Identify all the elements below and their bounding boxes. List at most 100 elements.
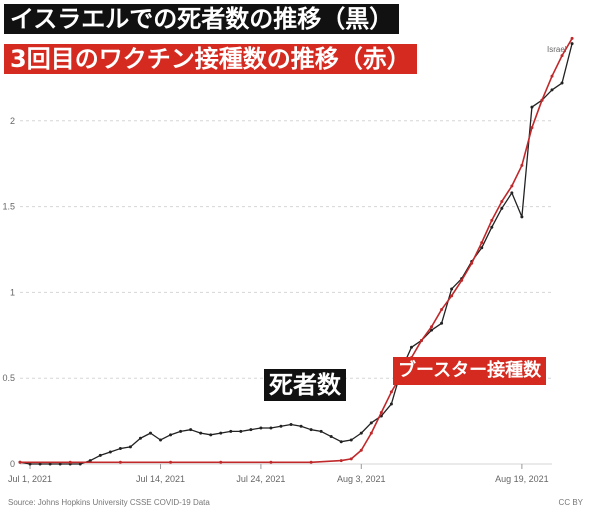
deaths-data-point bbox=[409, 345, 413, 349]
booster-data-point bbox=[269, 460, 273, 464]
booster-data-point bbox=[169, 460, 173, 464]
deaths-data-point bbox=[289, 423, 293, 427]
deaths-data-point bbox=[148, 431, 152, 435]
license-note: CC BY bbox=[558, 498, 583, 507]
data-source-note: Source: Johns Hopkins University CSSE CO… bbox=[8, 498, 210, 507]
y-tick-label: 1 bbox=[10, 287, 15, 297]
x-tick-label: Jul 1, 2021 bbox=[8, 474, 52, 484]
deaths-data-point bbox=[199, 431, 203, 435]
booster-data-point bbox=[369, 431, 373, 435]
y-tick-label: 1.5 bbox=[2, 202, 15, 212]
y-tick-label: 0.5 bbox=[2, 373, 15, 383]
y-tick-label: 0 bbox=[10, 459, 15, 469]
deaths-data-point bbox=[329, 435, 333, 439]
booster-data-point bbox=[68, 460, 72, 464]
booster-data-point bbox=[359, 448, 363, 452]
booster-data-point bbox=[510, 184, 514, 188]
deaths-data-point bbox=[349, 438, 353, 442]
deaths-data-point bbox=[219, 431, 223, 435]
deaths-data-point bbox=[229, 429, 233, 433]
booster-data-point bbox=[309, 460, 313, 464]
deaths-data-point bbox=[339, 440, 343, 444]
deaths-data-point bbox=[118, 447, 122, 451]
deaths-data-point bbox=[389, 402, 393, 406]
deaths-data-point bbox=[520, 215, 524, 219]
deaths-data-point bbox=[28, 462, 32, 466]
grid-lines bbox=[20, 120, 552, 465]
series-lines bbox=[18, 36, 574, 466]
deaths-data-point bbox=[309, 428, 313, 432]
deaths-data-point bbox=[88, 459, 92, 463]
x-tick-label: Jul 24, 2021 bbox=[236, 474, 285, 484]
deaths-data-point bbox=[369, 421, 373, 425]
deaths-data-point bbox=[319, 429, 323, 433]
deaths-data-point bbox=[500, 206, 504, 210]
deaths-data-point bbox=[550, 88, 554, 92]
booster-data-point bbox=[480, 241, 484, 245]
deaths-data-point bbox=[490, 225, 494, 229]
booster-data-point bbox=[550, 74, 554, 78]
deaths-data-point bbox=[249, 428, 253, 432]
booster-data-point bbox=[570, 36, 574, 40]
booster-data-point bbox=[118, 460, 122, 464]
booster-data-point bbox=[450, 294, 454, 298]
deaths-data-point bbox=[450, 287, 454, 291]
booster-data-point bbox=[560, 54, 564, 58]
deaths-data-point bbox=[570, 42, 574, 46]
deaths-data-point bbox=[108, 450, 112, 454]
deaths-data-point bbox=[480, 246, 484, 250]
booster-data-point bbox=[470, 261, 474, 265]
deaths-data-point bbox=[430, 328, 434, 332]
booster-data-point bbox=[420, 338, 424, 342]
booster-data-point bbox=[349, 457, 353, 461]
deaths-data-point bbox=[48, 462, 52, 466]
deaths-data-point bbox=[58, 462, 62, 466]
deaths-data-point bbox=[189, 428, 193, 432]
deaths-data-point bbox=[530, 105, 534, 109]
booster-data-point bbox=[490, 218, 494, 222]
deaths-data-point bbox=[159, 438, 163, 442]
deaths-data-point bbox=[510, 191, 514, 195]
deaths-data-point bbox=[98, 453, 102, 457]
y-tick-label: 2 bbox=[10, 116, 15, 126]
booster-data-point bbox=[460, 278, 464, 282]
booster-data-point bbox=[18, 460, 22, 464]
booster-data-point bbox=[440, 308, 444, 312]
booster-data-point bbox=[540, 98, 544, 102]
deaths-data-point bbox=[239, 429, 243, 433]
y-axis-ticks: 0 0.5 1 1.5 2 bbox=[2, 116, 15, 469]
deaths-data-point bbox=[179, 429, 183, 433]
booster-title-banner: 3回目のワクチン接種数の推移（赤） bbox=[4, 44, 417, 74]
booster-series-label: ブースター接種数 bbox=[393, 357, 547, 385]
x-tick-label: Aug 3, 2021 bbox=[337, 474, 386, 484]
deaths-data-point bbox=[269, 426, 273, 430]
booster-data-point bbox=[379, 411, 383, 415]
booster-data-point bbox=[339, 459, 343, 463]
booster-data-point bbox=[389, 390, 393, 394]
booster-data-point bbox=[500, 199, 504, 203]
deaths-data-point bbox=[359, 431, 363, 435]
series-label-israel: Israel bbox=[547, 45, 567, 54]
deaths-data-point bbox=[259, 426, 263, 430]
booster-data-point bbox=[219, 460, 223, 464]
deaths-title-banner: イスラエルでの死者数の推移（黒） bbox=[4, 4, 400, 34]
deaths-data-point bbox=[78, 462, 82, 466]
deaths-data-point bbox=[560, 81, 564, 85]
deaths-data-point bbox=[128, 445, 132, 449]
deaths-data-point bbox=[279, 424, 283, 428]
deaths-data-point bbox=[38, 462, 42, 466]
deaths-data-point bbox=[209, 433, 213, 437]
deaths-series-line bbox=[19, 43, 573, 465]
deaths-series-label: 死者数 bbox=[264, 369, 346, 401]
booster-data-point bbox=[520, 163, 524, 167]
deaths-data-point bbox=[169, 433, 173, 437]
x-tick-label: Jul 14, 2021 bbox=[136, 474, 185, 484]
x-tick-label: Aug 19, 2021 bbox=[495, 474, 549, 484]
x-axis-ticks: Jul 1, 2021 Jul 14, 2021 Jul 24, 2021 Aug 3… bbox=[8, 464, 549, 484]
deaths-data-point bbox=[138, 436, 142, 440]
booster-data-point bbox=[530, 126, 534, 130]
deaths-data-point bbox=[440, 321, 444, 325]
deaths-data-point bbox=[299, 424, 303, 428]
booster-data-point bbox=[430, 325, 434, 329]
